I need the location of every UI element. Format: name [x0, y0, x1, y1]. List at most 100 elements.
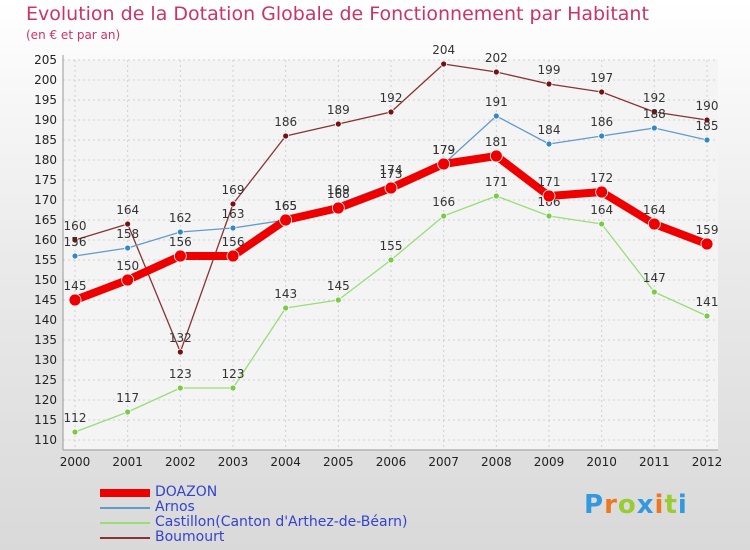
y-tick-label: 140 — [34, 313, 57, 327]
data-point-castillon-canton-d-arthez-de-b-arn — [229, 384, 237, 392]
legend-label: Arnos — [155, 499, 195, 515]
data-label-boumourt: 190 — [696, 99, 719, 113]
data-label-boumourt: 192 — [380, 91, 403, 105]
data-point-doazon — [542, 189, 556, 203]
data-label-boumourt: 169 — [222, 183, 245, 197]
data-point-boumourt — [334, 120, 342, 128]
data-label-boumourt: 132 — [169, 331, 192, 345]
data-point-arnos — [71, 252, 79, 260]
y-tick-label: 185 — [34, 133, 57, 147]
data-label-doazon: 164 — [643, 203, 666, 217]
data-point-boumourt — [387, 108, 395, 116]
data-label-arnos: 186 — [590, 115, 613, 129]
data-label-doazon: 165 — [274, 199, 297, 213]
legend-swatch — [100, 489, 150, 497]
data-point-doazon — [279, 213, 293, 227]
data-point-arnos — [176, 228, 184, 236]
data-label-doazon: 173 — [380, 167, 403, 181]
data-point-boumourt — [176, 348, 184, 356]
data-point-doazon — [331, 201, 345, 215]
data-label-arnos: 184 — [538, 123, 561, 137]
y-tick-label: 170 — [34, 193, 57, 207]
data-label-castillon-canton-d-arthez-de-b-arn: 147 — [643, 271, 666, 285]
data-label-castillon-canton-d-arthez-de-b-arn: 166 — [432, 195, 455, 209]
y-tick-label: 180 — [34, 153, 57, 167]
data-point-boumourt — [229, 200, 237, 208]
y-tick-label: 130 — [34, 353, 57, 367]
data-point-boumourt — [440, 60, 448, 68]
data-label-castillon-canton-d-arthez-de-b-arn: 164 — [590, 203, 613, 217]
data-point-castillon-canton-d-arthez-de-b-arn — [176, 384, 184, 392]
y-tick-label: 200 — [34, 73, 57, 87]
data-point-doazon — [595, 185, 609, 199]
data-label-castillon-canton-d-arthez-de-b-arn: 143 — [274, 287, 297, 301]
data-label-castillon-canton-d-arthez-de-b-arn: 123 — [169, 367, 192, 381]
data-label-boumourt: 204 — [432, 43, 455, 57]
data-label-boumourt: 202 — [485, 51, 508, 65]
y-tick-label: 190 — [34, 113, 57, 127]
data-point-castillon-canton-d-arthez-de-b-arn — [703, 312, 711, 320]
x-tick-label: 2004 — [270, 455, 301, 469]
chart-title: Evolution de la Dotation Globale de Fonc… — [26, 3, 649, 25]
logo-letter: i — [677, 490, 688, 520]
data-label-doazon: 172 — [590, 171, 613, 185]
logo-letter: r — [604, 490, 618, 520]
data-label-doazon: 179 — [432, 143, 455, 157]
x-tick-label: 2010 — [586, 455, 617, 469]
data-point-castillon-canton-d-arthez-de-b-arn — [545, 212, 553, 220]
data-point-castillon-canton-d-arthez-de-b-arn — [598, 220, 606, 228]
y-tick-label: 120 — [34, 393, 57, 407]
data-label-castillon-canton-d-arthez-de-b-arn: 112 — [64, 411, 87, 425]
y-tick-label: 165 — [34, 213, 57, 227]
data-label-arnos: 185 — [696, 119, 719, 133]
data-point-castillon-canton-d-arthez-de-b-arn — [387, 256, 395, 264]
data-point-arnos — [492, 112, 500, 120]
data-label-arnos: 158 — [116, 227, 139, 241]
data-point-castillon-canton-d-arthez-de-b-arn — [440, 212, 448, 220]
data-label-castillon-canton-d-arthez-de-b-arn: 123 — [222, 367, 245, 381]
legend-swatch — [100, 507, 150, 509]
data-label-doazon: 150 — [116, 259, 139, 273]
data-point-doazon — [700, 237, 714, 251]
data-label-arnos: 188 — [643, 107, 666, 121]
data-label-arnos: 165 — [274, 199, 297, 213]
data-point-boumourt — [703, 116, 711, 124]
x-tick-label: 2012 — [692, 455, 723, 469]
logo-letter: P — [584, 490, 605, 520]
logo-letter: i — [654, 490, 665, 520]
legend-swatch — [100, 537, 150, 539]
logo-letter: x — [636, 490, 655, 520]
data-label-doazon: 181 — [485, 135, 508, 149]
data-label-boumourt: 164 — [116, 203, 139, 217]
data-label-arnos: 156 — [64, 235, 87, 249]
data-point-boumourt — [492, 68, 500, 76]
data-point-doazon — [489, 149, 503, 163]
y-tick-label: 155 — [34, 253, 57, 267]
data-label-doazon: 159 — [696, 223, 719, 237]
legend-label: DOAZON — [155, 484, 218, 500]
x-tick-label: 2009 — [534, 455, 565, 469]
data-point-doazon — [68, 293, 82, 307]
data-point-doazon — [647, 217, 661, 231]
legend-swatch — [100, 522, 150, 524]
x-tick-label: 2000 — [60, 455, 91, 469]
data-label-castillon-canton-d-arthez-de-b-arn: 141 — [696, 295, 719, 309]
data-label-doazon: 156 — [169, 235, 192, 249]
data-label-castillon-canton-d-arthez-de-b-arn: 117 — [116, 391, 139, 405]
data-label-arnos: 163 — [222, 207, 245, 221]
data-point-castillon-canton-d-arthez-de-b-arn — [650, 288, 658, 296]
y-tick-label: 110 — [34, 433, 57, 447]
y-tick-label: 205 — [34, 53, 57, 67]
data-label-boumourt: 186 — [274, 115, 297, 129]
data-label-boumourt: 192 — [643, 91, 666, 105]
data-point-boumourt — [650, 108, 658, 116]
data-label-arnos: 162 — [169, 211, 192, 225]
proxiti-logo: Proxiti — [584, 490, 688, 520]
data-label-arnos: 174 — [380, 163, 403, 177]
y-tick-label: 115 — [34, 413, 57, 427]
data-label-castillon-canton-d-arthez-de-b-arn: 171 — [485, 175, 508, 189]
data-point-doazon — [173, 249, 187, 263]
data-label-arnos: 169 — [327, 183, 350, 197]
x-tick-label: 2005 — [323, 455, 354, 469]
